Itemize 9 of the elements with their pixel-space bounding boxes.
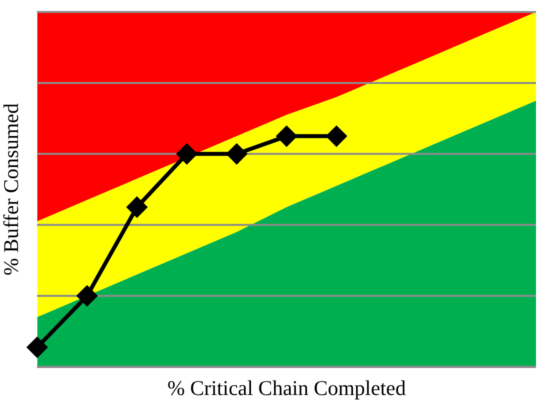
point [27, 337, 48, 358]
point [226, 144, 247, 164]
y-axis-title: % Buffer Consumed [0, 102, 24, 276]
point [126, 197, 147, 218]
point [77, 286, 98, 306]
point [276, 126, 297, 146]
point [326, 126, 346, 146]
x-axis-title: % Critical Chain Completed [167, 376, 406, 400]
point [176, 144, 197, 164]
